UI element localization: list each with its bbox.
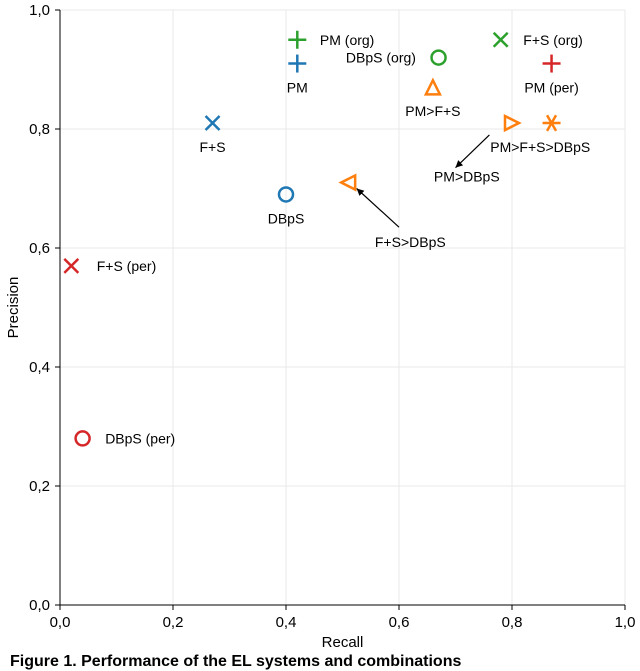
data-label: DBpS (org)	[346, 50, 416, 66]
figure-caption: Figure 1. Performance of the EL systems …	[10, 653, 461, 670]
x-tick-label: 0,2	[163, 614, 184, 631]
x-tick-label: 0,0	[50, 614, 71, 631]
y-tick-label: 0,8	[29, 121, 50, 138]
data-label: DBpS	[268, 210, 305, 226]
data-label: DBpS (per)	[105, 430, 175, 446]
data-label: F+S (org)	[523, 32, 583, 48]
data-label: PM	[287, 79, 308, 95]
data-label: F+S	[200, 139, 226, 155]
data-label: F+S>DBpS	[375, 234, 446, 250]
data-label: PM (org)	[320, 32, 374, 48]
y-tick-label: 0,6	[29, 240, 50, 257]
y-tick-label: 0,2	[29, 478, 50, 495]
precision-recall-scatter: 0,0 0,2 0,4 0,6 0,8 1,0 0,0 0,2 0,4 0,6 0,8 1,0 Reca…	[0, 0, 640, 667]
x-tick-label: 0,4	[276, 614, 297, 631]
data-label: PM>F+S>DBpS	[490, 139, 590, 155]
y-axis-label: Precision	[5, 277, 22, 339]
x-tick-label: 1,0	[615, 614, 636, 631]
x-tick-label: 0,6	[389, 614, 410, 631]
x-axis-label: Recall	[322, 634, 364, 651]
y-tick-label: 0,4	[29, 359, 50, 376]
data-label: PM (per)	[524, 79, 578, 95]
y-tick-label: 1,0	[29, 2, 50, 19]
data-label: F+S (per)	[97, 258, 157, 274]
y-tick-label: 0,0	[29, 597, 50, 614]
data-label: PM>F+S	[405, 103, 460, 119]
x-tick-label: 0,8	[502, 614, 523, 631]
data-label: PM>DBpS	[434, 169, 500, 185]
